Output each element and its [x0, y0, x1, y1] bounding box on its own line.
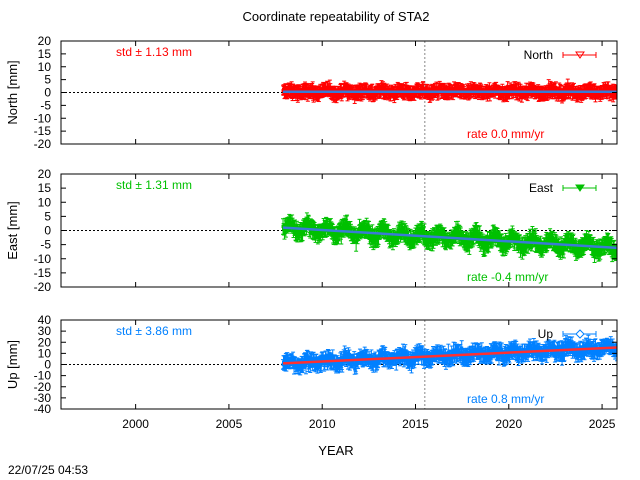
chart-title: Coordinate repeatability of STA2	[243, 9, 430, 24]
data-point	[317, 94, 321, 98]
y-tick-label: 0	[44, 86, 51, 100]
y-tick-label: 5	[44, 73, 51, 87]
y-tick-label: 10	[38, 60, 52, 74]
triangle-down-marker-icon	[575, 51, 585, 59]
data-point	[377, 234, 381, 238]
y-tick-label: 15	[38, 47, 52, 61]
data-point	[566, 84, 570, 88]
y-tick-label: -20	[34, 137, 52, 151]
data-point	[486, 94, 490, 98]
data-point	[316, 235, 320, 239]
data-point	[310, 224, 314, 228]
data-point	[434, 238, 438, 242]
data-point	[354, 240, 358, 244]
rate-annotation: rate 0.0 mm/yr	[467, 127, 544, 141]
data-point	[486, 235, 490, 239]
y-tick-label: 20	[38, 34, 52, 48]
y-tick-label: -15	[34, 124, 52, 138]
data-point	[518, 87, 522, 91]
y-tick-label: -10	[34, 111, 52, 125]
data-point	[385, 88, 389, 92]
y-tick-label: -5	[40, 98, 51, 112]
std-annotation: std ± 1.13 mm	[116, 45, 192, 59]
legend-north: North	[524, 48, 597, 62]
timestamp: 22/07/25 04:53	[8, 463, 88, 477]
x-axis-label: YEAR	[318, 443, 353, 458]
data-point	[572, 87, 576, 91]
data-point	[467, 245, 471, 249]
legend-label: North	[524, 48, 553, 62]
y-axis-label: North [mm]	[5, 60, 20, 124]
